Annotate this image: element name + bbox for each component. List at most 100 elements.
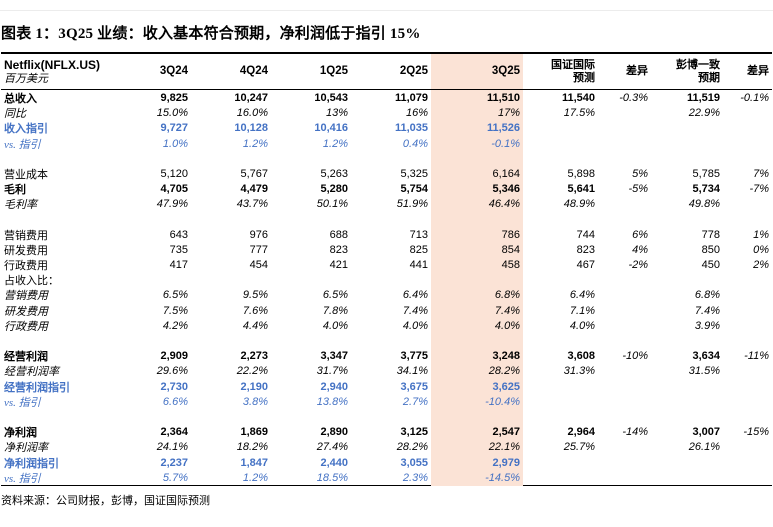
col-header-label: 3Q24 (159, 65, 188, 77)
table-row: 经营利润 2,909 2,273 3,347 3,775 3,248 3,608 -10% 3,… (1, 348, 772, 365)
cell (523, 394, 598, 410)
cell: 11,510 (431, 90, 523, 106)
table-row: 营业成本 5,120 5,767 5,263 5,325 6,164 5,898 5% 5,78… (1, 165, 772, 182)
cell (523, 272, 598, 288)
cell (523, 333, 598, 348)
cell (723, 120, 772, 136)
col-header-label-line1: 国证国际 (551, 58, 595, 71)
cell: 4.0% (322, 319, 348, 332)
table-row (1, 150, 772, 166)
col-header-label-line2: 预测 (573, 71, 595, 84)
cell: -10% (622, 350, 648, 363)
cell (723, 105, 772, 121)
cell: 454 (249, 259, 268, 272)
cell (351, 151, 431, 166)
cell: 6.8% (431, 287, 523, 304)
cell: 25.7% (563, 441, 595, 454)
cell: 5,325 (400, 167, 428, 180)
row-label: 占收入比： (4, 275, 59, 288)
cell: 976 (249, 228, 268, 241)
cell (723, 272, 772, 288)
cell (598, 439, 651, 455)
cell: 2,890 (320, 426, 348, 439)
cell (111, 333, 191, 348)
cell (111, 272, 191, 288)
cell (651, 470, 723, 486)
cell: 6,164 (431, 165, 523, 182)
col-header-label-line2: 预期 (698, 71, 720, 84)
cell: 1.2% (322, 137, 348, 150)
cell: 2.3% (402, 471, 428, 484)
table-body: 总收入 9,825 10,247 10,543 11,079 11,510 11,540 -0… (1, 90, 772, 486)
cell: 4.0% (431, 317, 523, 334)
cell (723, 212, 772, 227)
table-row: 净利润率 24.1% 18.2% 27.4% 28.2% 22.1% 25.7% 26.1% (1, 439, 772, 456)
cell (111, 409, 191, 424)
cell (723, 379, 772, 395)
table-row: 营销费用 643 976 688 713 786 744 6% 778 1% (1, 226, 772, 243)
cell: 458 (431, 257, 523, 274)
cell: 26.1% (688, 441, 720, 454)
row-label: 行政费用 (4, 320, 48, 333)
cell: 4.2% (162, 319, 188, 332)
cell: 417 (169, 259, 188, 272)
table-row: 经营利润指引 2,730 2,190 2,940 3,675 3,625 (1, 378, 772, 395)
col-header-label: 差异 (747, 65, 769, 77)
table-row: 研发费用 7.5% 7.6% 7.8% 7.4% 7.4% 7.1% 7.4% (1, 302, 772, 319)
results-table: Netflix(NFLX.US) 百万美元 3Q24 4Q24 1Q25 2Q2… (1, 52, 772, 486)
cell (431, 211, 523, 227)
row-label: 收入指引 (4, 123, 48, 136)
row-label: 经营利润指引 (4, 381, 70, 394)
cell: 31.3% (563, 365, 595, 378)
row-label: vs. 指引 (4, 396, 41, 409)
row-label: 总收入 (4, 93, 37, 105)
row-label: 毛利率 (4, 199, 37, 212)
cell: 777 (249, 243, 268, 256)
cell: 7.4% (402, 304, 428, 317)
cell (598, 105, 651, 121)
cell: 1.2% (242, 471, 268, 484)
row-label: 净利润 (4, 427, 37, 440)
table-row: 净利润 2,364 1,869 2,890 3,125 2,547 2,964 -14% 3,0… (1, 424, 772, 441)
cell: 51.9% (396, 198, 428, 211)
cell: 2,237 (160, 456, 188, 469)
cell (651, 333, 723, 348)
cell (191, 151, 271, 166)
table-row: vs. 指引 1.0% 1.2% 1.2% 0.4% -0.1% (1, 135, 772, 152)
cell: 16% (405, 107, 428, 120)
cell: 16.0% (236, 107, 268, 120)
cell: 2,440 (320, 456, 348, 469)
cell (598, 318, 651, 334)
col-header-label: 2Q25 (399, 65, 428, 77)
cell: -10.4% (431, 393, 523, 410)
cell (723, 318, 772, 334)
col-header-diff-bloomberg: 差异 (723, 54, 772, 89)
cell: 11,079 (394, 92, 428, 104)
cell (271, 272, 351, 288)
cell (111, 212, 191, 227)
cell: 1.0% (162, 137, 188, 150)
cell: 823 (329, 243, 348, 256)
cell: 13% (325, 107, 348, 120)
cell (598, 363, 651, 379)
col-header-label: 3Q25 (491, 65, 520, 77)
cell: 4.0% (569, 319, 595, 332)
cell (351, 409, 431, 424)
cell (598, 379, 651, 395)
row-label: 经营利润 (4, 351, 48, 364)
cell (723, 409, 772, 424)
cell: 5,263 (320, 167, 348, 180)
row-label: 净利润率 (4, 442, 48, 455)
cell: 7.5% (162, 304, 188, 317)
cell: -2% (628, 259, 648, 272)
cell: 1,847 (240, 456, 268, 469)
cell: 2,909 (160, 350, 188, 363)
entity-name: Netflix(NFLX.US) (4, 57, 100, 72)
cell: 5,785 (692, 167, 720, 180)
cell: 3,347 (320, 350, 348, 363)
cell: 5,767 (240, 167, 268, 180)
row-label: 研发费用 (4, 305, 48, 318)
cell: 2,964 (567, 426, 595, 439)
cell: 3,007 (692, 426, 720, 439)
cell (271, 333, 351, 348)
